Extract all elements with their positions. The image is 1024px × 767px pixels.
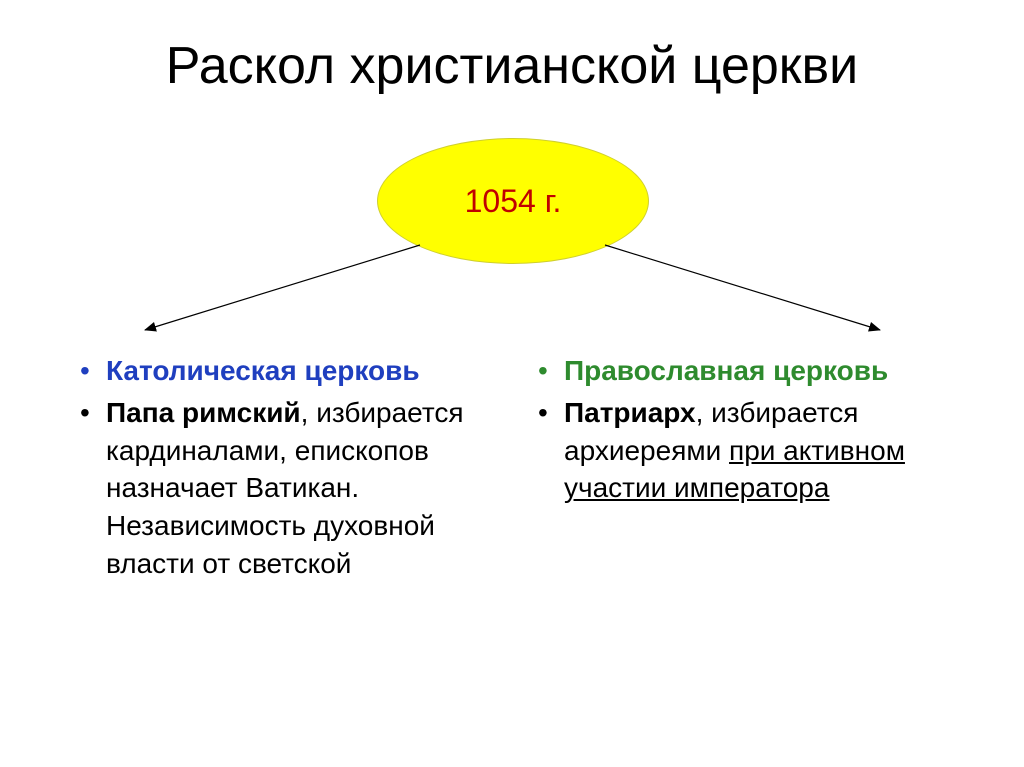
arrow-right [605, 245, 880, 330]
right-header-item: Православная церковь [530, 352, 930, 390]
slide-root: Раскол христианской церкви 1054 г. Катол… [0, 0, 1024, 767]
right-header: Православная церковь [564, 355, 888, 386]
arrow-left [145, 245, 420, 330]
right-body-item: Патриарх, избирается архиереями при акти… [530, 394, 930, 507]
center-year-label: 1054 г. [465, 183, 562, 220]
left-header-item: Католическая церковь [72, 352, 472, 390]
center-ellipse: 1054 г. [377, 138, 649, 264]
right-lead: Патриарх [564, 397, 696, 428]
slide-title: Раскол христианской церкви [0, 36, 1024, 96]
left-lead: Папа римский [106, 397, 301, 428]
left-header: Католическая церковь [106, 355, 420, 386]
left-body-item: Папа римский, избирается кардиналами, еп… [72, 394, 472, 583]
right-column: Православная церковь Патриарх, избираетс… [530, 352, 930, 511]
left-column: Католическая церковь Папа римский, избир… [72, 352, 472, 587]
